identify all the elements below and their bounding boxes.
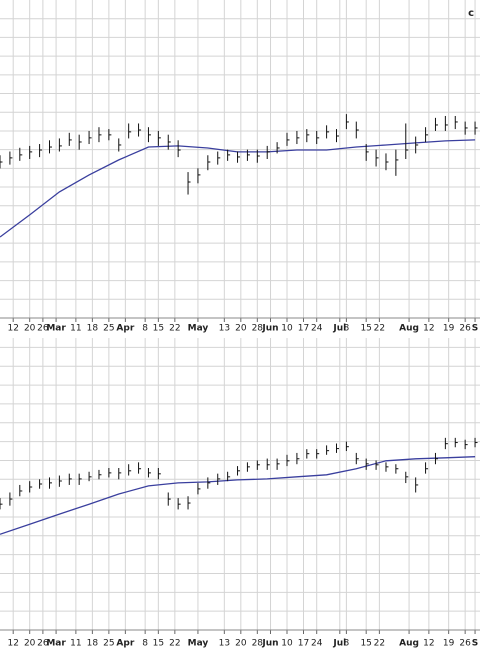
- x-tick-label: May: [188, 639, 209, 649]
- x-tick-label: 17: [298, 639, 309, 649]
- x-tick-label: 15: [360, 639, 371, 649]
- x-tick-label: 12: [423, 324, 434, 334]
- x-tick-label: 12: [7, 639, 18, 649]
- x-tick-label: 25: [103, 324, 114, 334]
- x-tick-label: 15: [360, 324, 371, 334]
- x-tick-label: 19: [443, 639, 455, 649]
- x-tick-label: 22: [374, 639, 385, 649]
- x-tick-label: 24: [311, 639, 323, 649]
- x-tick-label: 18: [87, 324, 99, 334]
- x-tick-label: 15: [153, 639, 164, 649]
- x-tick-label: 11: [70, 639, 81, 649]
- x-tick-label: 22: [169, 324, 180, 334]
- x-tick-label: 13: [219, 324, 230, 334]
- x-tick-label: S: [472, 324, 478, 334]
- x-tick-label: 22: [169, 639, 180, 649]
- x-tick-label: Mar: [46, 639, 66, 649]
- x-tick-label: Jul: [332, 324, 346, 334]
- x-tick-label: 26: [459, 639, 471, 649]
- x-tick-label: May: [188, 324, 209, 334]
- x-tick-label: 8: [142, 324, 148, 334]
- x-tick-label: 26: [37, 324, 49, 334]
- x-tick-label: Apr: [116, 324, 134, 334]
- x-tick-label: 28: [252, 324, 264, 334]
- x-tick-label: 18: [87, 639, 99, 649]
- x-tick-label: 8: [344, 324, 350, 334]
- x-tick-label: 26: [37, 639, 49, 649]
- x-tick-label: 20: [24, 639, 36, 649]
- corner-text: c: [468, 8, 474, 19]
- x-tick-label: 15: [153, 324, 164, 334]
- x-tick-label: Jul: [332, 639, 346, 649]
- x-tick-label: 10: [281, 324, 293, 334]
- x-tick-label: 26: [459, 324, 471, 334]
- x-tick-label: 8: [344, 639, 350, 649]
- x-tick-label: 24: [311, 324, 323, 334]
- x-tick-label: 12: [7, 324, 18, 334]
- x-tick-label: 25: [103, 639, 114, 649]
- x-tick-label: Apr: [116, 639, 134, 649]
- x-tick-label: 13: [219, 639, 230, 649]
- x-tick-label: 20: [24, 324, 36, 334]
- x-tick-label: Jun: [261, 639, 278, 649]
- x-tick-label: S: [472, 639, 478, 649]
- x-tick-label: Aug: [399, 639, 419, 649]
- x-tick-label: 20: [235, 639, 247, 649]
- x-tick-label: Jun: [261, 324, 278, 334]
- x-tick-label: 12: [423, 639, 434, 649]
- x-tick-label: 11: [70, 324, 81, 334]
- x-tick-label: 22: [374, 324, 385, 334]
- x-tick-label: 17: [298, 324, 309, 334]
- x-tick-label: 10: [281, 639, 293, 649]
- x-tick-label: 28: [252, 639, 264, 649]
- moving-average: [0, 456, 476, 535]
- x-tick-label: 19: [443, 324, 455, 334]
- x-tick-label: 8: [142, 639, 148, 649]
- x-tick-label: Mar: [46, 324, 66, 334]
- x-tick-label: 20: [235, 324, 247, 334]
- x-tick-label: Aug: [399, 324, 419, 334]
